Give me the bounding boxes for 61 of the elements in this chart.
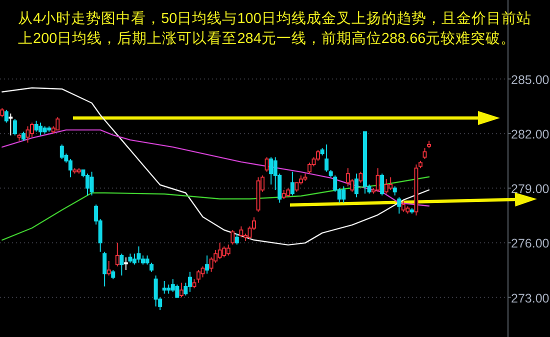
candlestick [234,233,239,246]
candlestick [8,113,13,136]
y-tick-label: 273.00 [511,291,550,306]
candlestick [192,278,196,289]
candlestick [34,120,38,132]
candlestick [21,131,26,142]
candlestick [4,109,8,124]
candlestick [230,230,235,246]
candlestick [358,171,363,184]
candlestick [282,189,286,200]
candlestick [90,171,94,196]
candlestick [128,253,132,264]
candlestick [166,284,171,294]
candlestick [380,173,384,196]
y-tick-label: 276.00 [511,236,550,251]
candlestick [102,251,107,287]
candlestick [56,116,60,130]
candlestick [294,182,299,192]
y-tick-label: 285.00 [511,72,550,87]
candlestick [60,144,64,160]
candlestick [106,260,111,276]
candlestick [397,196,402,214]
candlestick [388,176,393,190]
candlestick [422,148,427,160]
candlestick [269,156,274,186]
candlestick [401,200,406,212]
candlestick [205,254,210,274]
candlestick [38,122,43,136]
candlestick [286,188,290,198]
y-tick-label: 279.00 [511,182,550,196]
candlestick [218,242,222,260]
candlestick [342,186,346,204]
candlestick [124,256,128,271]
candlestick [179,282,184,298]
text: 从4小时走势图中看，50日均线与100日均线成金叉上扬的趋势，且金价目前站上200日均线，后期上涨可以看至284元一线，前期高位288.66元较难突破。 [18,10,532,49]
candlestick [200,266,205,278]
candlestick [188,271,192,292]
candlestick [136,246,141,264]
candlestick [226,244,230,256]
candlestick [384,178,388,194]
candlestick [162,280,166,294]
candlestick [392,186,397,196]
candlestick [290,171,294,196]
candlestick [115,242,120,267]
candlestick [30,122,34,138]
candlestick [111,270,116,280]
candlestick [354,173,358,198]
candlestick [12,118,17,136]
candlestick [120,253,124,276]
candlestick [239,226,244,238]
candlestick [0,108,4,118]
candlestick [264,156,269,172]
candlestick [154,274,158,307]
line-series [2,176,430,241]
candlestick [376,168,380,192]
candlestick [324,144,329,172]
y-tick-label: 282.00 [511,128,550,142]
candlestick [68,158,72,178]
candlestick [222,246,226,258]
line-series [2,87,430,246]
line-series [2,129,430,207]
